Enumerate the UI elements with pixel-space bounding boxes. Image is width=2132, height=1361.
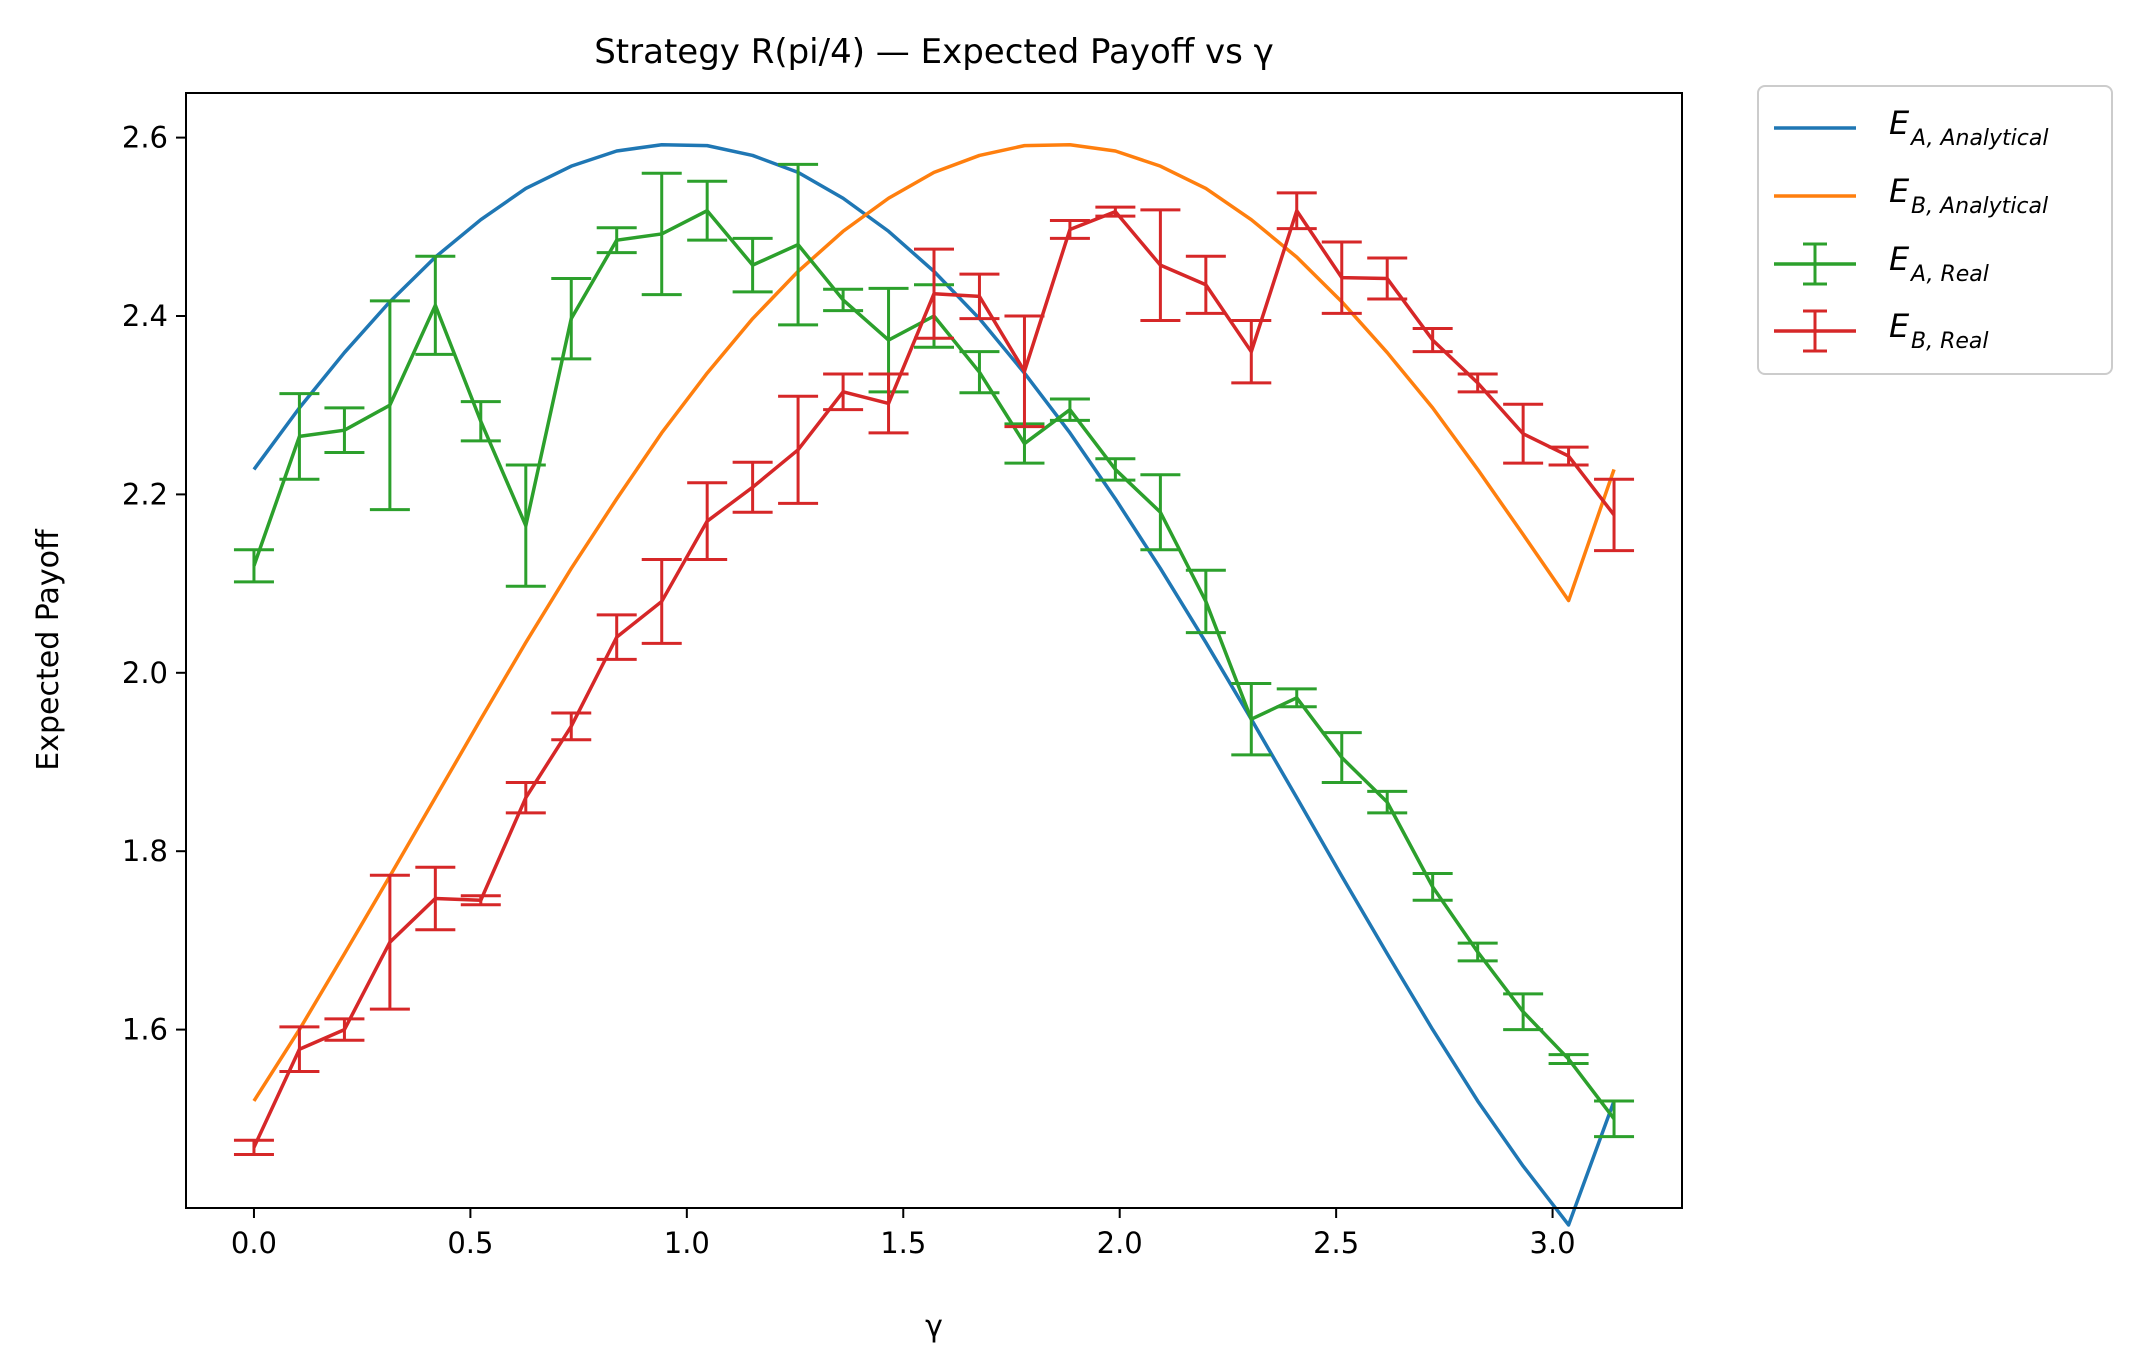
error-bar: [914, 247, 954, 340]
x-tick-label: 3.0: [1530, 1226, 1576, 1260]
error-bar: [823, 287, 864, 313]
legend-item: E B, Analytical: [1774, 172, 2048, 219]
error-bar: [279, 392, 320, 481]
legend-label-main: E: [1889, 104, 1910, 142]
error-bar: [1412, 326, 1453, 354]
error-bar: [1548, 1053, 1589, 1065]
error-bar: [1321, 731, 1362, 785]
error-bar: [1095, 457, 1136, 482]
legend-item: E A, Real: [1774, 240, 1989, 287]
y-tick-label: 2.6: [122, 121, 168, 155]
error-bar: [551, 277, 592, 361]
error-bar: [596, 226, 637, 255]
legend-label-main: E: [1889, 172, 1910, 210]
error-bar: [778, 162, 819, 327]
legend-label-sub: A, Analytical: [1909, 126, 2048, 151]
error-bar: [1457, 372, 1498, 394]
error-bar: [1095, 205, 1136, 218]
error-bar: [823, 372, 864, 412]
x-tick-label: 0.0: [231, 1226, 277, 1260]
error-bar: [1140, 208, 1181, 322]
error-bar: [233, 548, 274, 584]
error-bar: [369, 873, 410, 1011]
x-tick-label: 0.5: [447, 1226, 493, 1260]
error-bar: [596, 613, 637, 661]
error-bar: [1276, 687, 1317, 709]
legend-label-main: E: [1889, 240, 1910, 278]
legend-item: E A, Analytical: [1774, 104, 2048, 151]
chart-title: Strategy R(pi/4) — Expected Payoff vs γ: [594, 32, 1274, 72]
error-bar: [415, 254, 456, 356]
error-bar: [1412, 872, 1453, 902]
error-bar: [687, 179, 728, 242]
series-e-b-real: [233, 191, 1635, 1156]
error-bar: [1367, 789, 1408, 815]
error-bar: [1140, 473, 1181, 552]
x-tick-label: 2.5: [1313, 1226, 1359, 1260]
series-line: [252, 142, 1616, 1102]
error-bar: [959, 350, 1000, 395]
y-tick-label: 2.2: [122, 477, 168, 511]
error-bar: [641, 171, 682, 297]
error-bar: [1185, 568, 1226, 635]
y-axis-label: Expected Payoff: [31, 528, 66, 771]
error-bar: [778, 394, 819, 505]
error-bar: [1004, 314, 1045, 429]
error-bar: [1594, 477, 1635, 553]
error-bar: [868, 372, 909, 435]
error-bar: [1367, 256, 1408, 301]
y-tick-label: 1.8: [122, 834, 168, 868]
error-bar: [687, 481, 728, 562]
error-bar: [1231, 682, 1272, 757]
x-tick-label: 1.5: [880, 1226, 926, 1260]
y-axis: 1.6 1.8 2.0 2.2 2.4 2.6: [122, 121, 186, 1047]
error-bar: [1548, 445, 1589, 467]
error-bar: [233, 1138, 274, 1156]
plot-frame: [185, 92, 1683, 1209]
error-bar: [279, 1025, 320, 1074]
legend-label-sub: A, Real: [1909, 262, 1989, 287]
error-bar: [324, 406, 365, 454]
error-bar: [551, 711, 592, 742]
error-bar: [1276, 191, 1317, 231]
error-bar: [959, 272, 1000, 321]
error-bar: [1503, 402, 1544, 465]
error-bar: [1049, 219, 1090, 240]
error-bar: [1185, 254, 1226, 315]
error-bar: [460, 894, 501, 907]
error-bar: [1503, 992, 1544, 1032]
x-axis-label: γ: [925, 1309, 943, 1344]
x-axis: 0.0 0.5 1.0 1.5 2.0 2.5 3.0: [231, 1208, 1576, 1260]
error-bar: [505, 781, 546, 815]
error-bar: [460, 400, 501, 443]
plot-series: [233, 142, 1635, 1227]
error-bar: [641, 558, 682, 645]
legend-label-sub: B, Real: [1911, 329, 1989, 354]
legend-label-sub: B, Analytical: [1911, 194, 2048, 219]
error-bar: [505, 463, 546, 588]
error-bar: [324, 1017, 365, 1042]
error-bar: [1049, 397, 1090, 422]
error-bar: [415, 865, 456, 932]
error-bar: [732, 236, 773, 294]
y-tick-label: 1.6: [122, 1013, 168, 1047]
legend-item: E B, Real: [1774, 307, 1989, 354]
error-bar: [1594, 1099, 1635, 1139]
error-bar: [1231, 318, 1272, 385]
x-tick-label: 2.0: [1097, 1226, 1143, 1260]
legend-label-main: E: [1889, 307, 1910, 345]
x-tick-label: 1.0: [664, 1226, 710, 1260]
y-tick-label: 2.0: [122, 656, 168, 690]
series-e-b-analytical: [252, 142, 1616, 1102]
error-bar: [1457, 941, 1498, 963]
error-bar: [1321, 240, 1362, 315]
legend-box: [1757, 85, 2113, 375]
y-tick-label: 2.4: [122, 299, 168, 333]
error-bar: [732, 460, 773, 514]
error-bar: [369, 299, 410, 512]
